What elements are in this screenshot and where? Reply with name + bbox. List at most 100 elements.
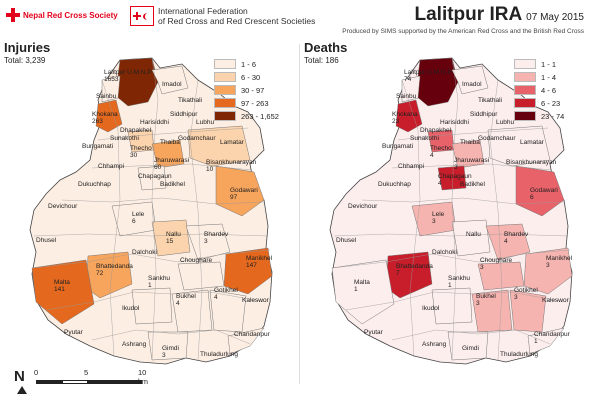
vdc-region-sainbu[interactable]	[401, 75, 421, 103]
vdc-label: Bungamati	[82, 143, 113, 150]
vdc-region-bhardev[interactable]	[185, 223, 231, 261]
legend-item: 6 - 23	[514, 97, 564, 109]
vdc-region-chandanpur[interactable]	[527, 327, 565, 355]
credit-line: Produced by SIMS supported by the Americ…	[342, 28, 584, 35]
vdc-label: Dhusel	[36, 237, 57, 244]
vdc-label: Siddhipur	[470, 111, 498, 118]
vdc-region-bukhel[interactable]	[471, 289, 513, 333]
vdc-label: Harisiddhi	[140, 119, 169, 126]
report-date: 07 May 2015	[526, 12, 584, 23]
vdc-label: Dukuchhap	[78, 181, 111, 188]
legend-swatch	[214, 98, 236, 108]
vdc-label: Chandanpur 1	[534, 331, 571, 345]
vdc-label: Badikhel	[160, 181, 185, 188]
scale-label-5: 5	[84, 368, 89, 377]
vdc-region-manikhel[interactable]	[523, 247, 573, 295]
vdc-region-chandanpur[interactable]	[227, 327, 265, 355]
vdc-boundary-line	[151, 57, 159, 361]
vdc-label: Choughare 3	[480, 257, 513, 271]
vdc-region-gotikhel[interactable]	[209, 289, 247, 333]
vdc-region-bukhel[interactable]	[171, 289, 213, 333]
legend-label: 30 - 97	[241, 85, 265, 95]
vdc-label: Dalchoki	[132, 249, 157, 256]
legend-item: 97 - 263	[214, 97, 279, 109]
vdc-label: Lele 6	[132, 211, 145, 225]
vdc-region-chapagaun[interactable]	[437, 165, 467, 191]
vdc-region-choughare[interactable]	[177, 261, 225, 291]
vdc-label: Sainbu	[396, 93, 417, 100]
vdc-region-gimdi[interactable]	[147, 331, 189, 361]
vdc-label: Lele 3	[432, 211, 445, 225]
legend-label: 6 - 30	[241, 72, 261, 82]
vdc-region-choughare[interactable]	[477, 261, 525, 291]
vdc-region-imadol[interactable]	[151, 65, 189, 95]
vdc-region-chapagaun[interactable]	[137, 165, 167, 191]
legend-item: 6 - 30	[214, 71, 279, 83]
vdc-boundary-line	[401, 79, 421, 357]
scale-segment	[62, 380, 88, 384]
vdc-label: Ikudol	[422, 305, 440, 312]
vdc-label: Godamchaur	[178, 135, 216, 142]
vdc-region-manikhel[interactable]	[223, 247, 273, 295]
scale-label-0: 0	[34, 368, 39, 377]
vdc-boundary-line	[333, 233, 569, 237]
vdc-boundary-line	[31, 249, 271, 269]
scale-segment	[88, 380, 142, 384]
vdc-label: Dhusel	[336, 237, 357, 244]
vdc-region-jharuwarasi[interactable]	[451, 139, 485, 169]
vdc-label: Tikathali	[478, 97, 502, 104]
vdc-label: Gimdi 3	[162, 345, 179, 359]
vdc-region-bisankhunarayan[interactable]	[487, 125, 551, 167]
vdc-label: Choughare	[180, 257, 213, 264]
vdc-label: Bisankhunarayan 10	[206, 159, 257, 173]
vdc-region-bhardev[interactable]	[485, 223, 531, 261]
legend-swatch	[214, 111, 236, 121]
vdc-label: Malta 1	[354, 279, 370, 293]
vdc-region-jharuwarasi[interactable]	[151, 139, 185, 169]
vdc-region-nallu[interactable]	[451, 219, 491, 257]
vdc-label: Lubhu	[496, 119, 514, 126]
legend-label: 263 - 1,652	[241, 111, 279, 121]
vdc-label: Thecho 4	[430, 145, 452, 159]
deaths-map: Lalitpur U.M.N.P. 74 Khokana 23 Sainbu Imadol…	[329, 57, 573, 365]
vdc-label: Jharuwarasi 60	[154, 157, 189, 171]
vdc-label: Chhampi	[398, 163, 424, 170]
legend-swatch	[514, 111, 536, 121]
vdc-region-malta[interactable]	[331, 259, 395, 325]
vdc-region-bisankhunarayan[interactable]	[187, 125, 251, 167]
vdc-label: Ashrang	[422, 341, 447, 348]
vdc-label: Godawari 6	[530, 187, 558, 201]
vdc-region-imadol[interactable]	[451, 65, 489, 95]
vdc-label: Siddhipur	[170, 111, 198, 118]
vdc-region-sankhu[interactable]	[131, 287, 173, 325]
red-cross-icon	[6, 8, 20, 22]
vdc-region-gimdi[interactable]	[447, 331, 489, 361]
vdc-label: Pyutar	[64, 329, 84, 336]
vdc-label: Chapagaun 4	[438, 173, 472, 187]
vdc-region-nallu[interactable]	[151, 219, 191, 257]
vdc-label: Gotikhel 3	[514, 287, 538, 301]
vdc-region-sainbu[interactable]	[101, 75, 121, 103]
vdc-region-gotikhel[interactable]	[509, 289, 547, 333]
vdc-region-sankhu[interactable]	[431, 287, 473, 325]
injuries-legend: 1 - 6 6 - 30 30 - 97 97 - 263 263 - 1,65…	[214, 58, 279, 123]
ifrc-name-line2: of Red Cross and Red Crescent Societies	[158, 16, 316, 26]
legend-item: 23 - 74	[514, 110, 564, 122]
legend-swatch	[514, 72, 536, 82]
vdc-region-khokana[interactable]	[395, 99, 423, 133]
vdc-region-malta[interactable]	[31, 259, 95, 325]
deaths-legend: 1 - 1 1 - 4 4 - 6 6 - 23 23 - 74	[514, 58, 564, 123]
vdc-label: Dalchoki	[432, 249, 457, 256]
vdc-region-khokana[interactable]	[95, 99, 123, 133]
nrcs-logo: Nepal Red Cross Society	[6, 8, 118, 22]
vdc-label: Bungamati	[382, 143, 413, 150]
vdc-label: Sunakothi	[110, 135, 139, 142]
vdc-label: Bhardev 4	[504, 231, 529, 245]
vdc-label: Malta 141	[54, 279, 70, 293]
vdc-label: Imadol	[162, 81, 182, 88]
deaths-panel: Lalitpur U.M.N.P. 74 Khokana 23 Sainbu Imadol…	[302, 40, 598, 388]
vdc-label: Manikhel 3	[546, 255, 573, 269]
vdc-boundary-line	[361, 197, 565, 205]
legend-swatch	[214, 72, 236, 82]
vdc-label: Bhardev 3	[204, 231, 229, 245]
